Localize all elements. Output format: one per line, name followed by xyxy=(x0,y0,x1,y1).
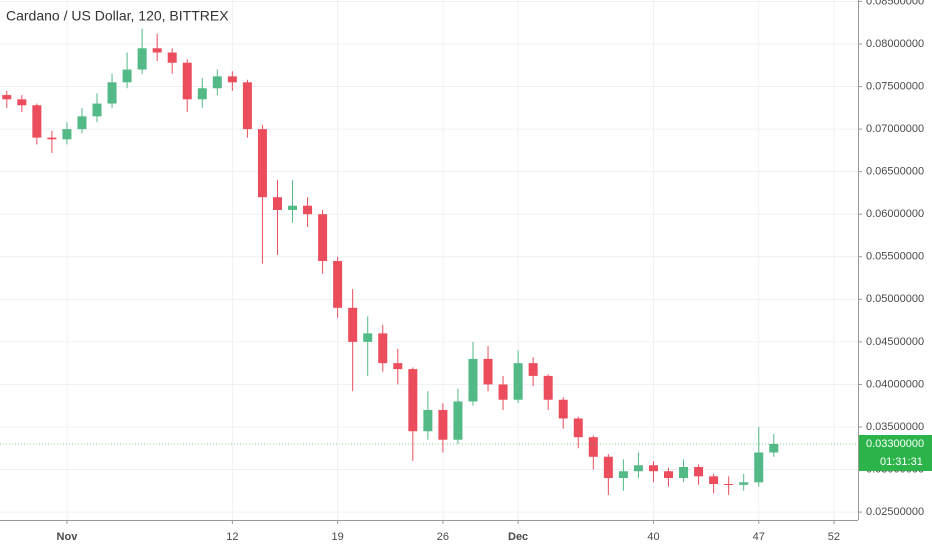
candle-body xyxy=(739,482,749,485)
candle-body xyxy=(679,466,689,479)
x-tick-label: 40 xyxy=(647,531,659,543)
candle-body xyxy=(724,484,734,485)
candle-body xyxy=(769,444,779,453)
candle-body xyxy=(333,261,343,308)
candle-body xyxy=(318,214,328,262)
y-tick-label: 0.04500000 xyxy=(866,336,924,348)
x-tick-label: 26 xyxy=(437,531,449,543)
candle-body xyxy=(17,99,27,106)
y-tick-label: 0.05500000 xyxy=(866,251,924,263)
candle-body xyxy=(212,76,222,89)
y-tick-label: 0.05000000 xyxy=(866,293,924,305)
candle-body xyxy=(257,129,267,198)
candle-body xyxy=(694,466,704,477)
candle-body xyxy=(348,307,358,342)
candle-body xyxy=(32,105,42,138)
y-tick-label: 0.07000000 xyxy=(866,123,924,135)
chart-title: Cardano / US Dollar, 120, BITTREX xyxy=(6,8,229,24)
candle-body xyxy=(272,197,282,210)
candle-body xyxy=(528,363,538,376)
y-tick-label: 0.08000000 xyxy=(866,38,924,50)
candle-body xyxy=(167,52,177,63)
candle-body xyxy=(227,76,237,83)
candle-body xyxy=(62,129,72,140)
candle-body xyxy=(633,465,643,472)
y-tick-label: 0.04000000 xyxy=(866,378,924,390)
candle-body xyxy=(2,95,12,100)
candle-body xyxy=(664,471,674,479)
candle-body xyxy=(77,116,87,130)
candle-body xyxy=(558,399,568,419)
candle-body xyxy=(408,369,418,432)
candle-body xyxy=(363,333,373,342)
candle-body xyxy=(543,375,553,400)
candle-body xyxy=(393,363,403,370)
candle-body xyxy=(47,137,57,140)
candle-body xyxy=(468,358,478,402)
candle-body xyxy=(573,418,583,438)
candle-body xyxy=(618,471,628,479)
candle-body xyxy=(152,48,162,53)
candle-body xyxy=(92,103,102,117)
candle-body xyxy=(513,363,523,400)
y-tick-label: 0.06000000 xyxy=(866,208,924,220)
y-tick-label: 0.08500000 xyxy=(866,0,924,7)
candle-body xyxy=(242,82,252,130)
x-tick-label: 47 xyxy=(753,531,765,543)
candle-body xyxy=(107,82,117,104)
x-tick-label: 12 xyxy=(226,531,238,543)
candle-body xyxy=(709,476,719,484)
candle-body xyxy=(378,333,388,364)
candle-body xyxy=(498,384,508,400)
y-tick-label: 0.06500000 xyxy=(866,166,924,178)
candle-body xyxy=(603,456,613,479)
x-tick-label: Dec xyxy=(508,531,528,543)
candle-body xyxy=(483,358,493,385)
candle-body xyxy=(288,205,298,210)
y-tick-label: 0.02500000 xyxy=(866,506,924,518)
x-tick-label: 52 xyxy=(828,531,840,543)
x-tick-label: 19 xyxy=(332,531,344,543)
candle-body xyxy=(754,452,764,483)
candle-body xyxy=(438,409,448,440)
last-price-label: 0.03300000 xyxy=(866,438,924,450)
y-tick-label: 0.03500000 xyxy=(866,421,924,433)
candle-body xyxy=(182,62,192,100)
candle-body xyxy=(423,409,433,432)
candle-body xyxy=(197,88,207,100)
x-tick-label: Nov xyxy=(57,531,79,543)
candle-body xyxy=(648,465,658,472)
last-price-box xyxy=(859,435,932,471)
countdown-label: 01:31:31 xyxy=(880,456,923,468)
candle-body xyxy=(303,205,313,215)
candle-body xyxy=(588,437,598,457)
candle-body xyxy=(137,48,147,70)
candle-body xyxy=(453,401,463,440)
y-tick-label: 0.07500000 xyxy=(866,80,924,92)
candle-body xyxy=(122,69,132,83)
